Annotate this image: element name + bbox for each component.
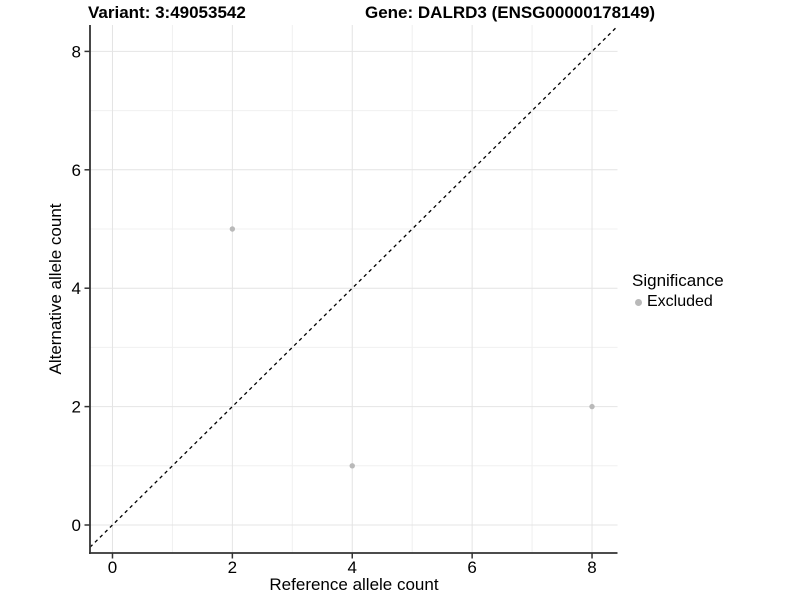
- y-tick-label: 6: [72, 161, 81, 180]
- x-tick-label: 8: [587, 558, 596, 577]
- legend-item-excluded: Excluded: [632, 293, 724, 311]
- y-axis-label: Alternative allele count: [46, 203, 65, 375]
- legend-item-label: Excluded: [647, 293, 713, 310]
- x-tick-label: 0: [108, 558, 117, 577]
- x-tick-label: 2: [228, 558, 237, 577]
- y-tick-label: 0: [72, 516, 81, 535]
- legend-title: Significance: [632, 271, 724, 290]
- y-tick-label: 8: [72, 42, 81, 61]
- legend: Significance Excluded: [632, 271, 724, 311]
- x-tick-label: 4: [348, 558, 357, 577]
- legend-key-dot: [635, 298, 642, 306]
- gene-title: Gene: DALRD3 (ENSG00000178149): [365, 3, 656, 22]
- data-point: [349, 463, 355, 469]
- data-point: [589, 403, 595, 410]
- x-tick-label: 6: [467, 558, 476, 577]
- data-point: [229, 226, 236, 232]
- x-axis-label: Reference allele count: [269, 575, 439, 594]
- variant-title: Variant: 3:49053542: [88, 3, 246, 22]
- y-tick-label: 4: [72, 279, 81, 298]
- identity-line: [89, 25, 618, 548]
- y-tick-label: 2: [72, 398, 81, 417]
